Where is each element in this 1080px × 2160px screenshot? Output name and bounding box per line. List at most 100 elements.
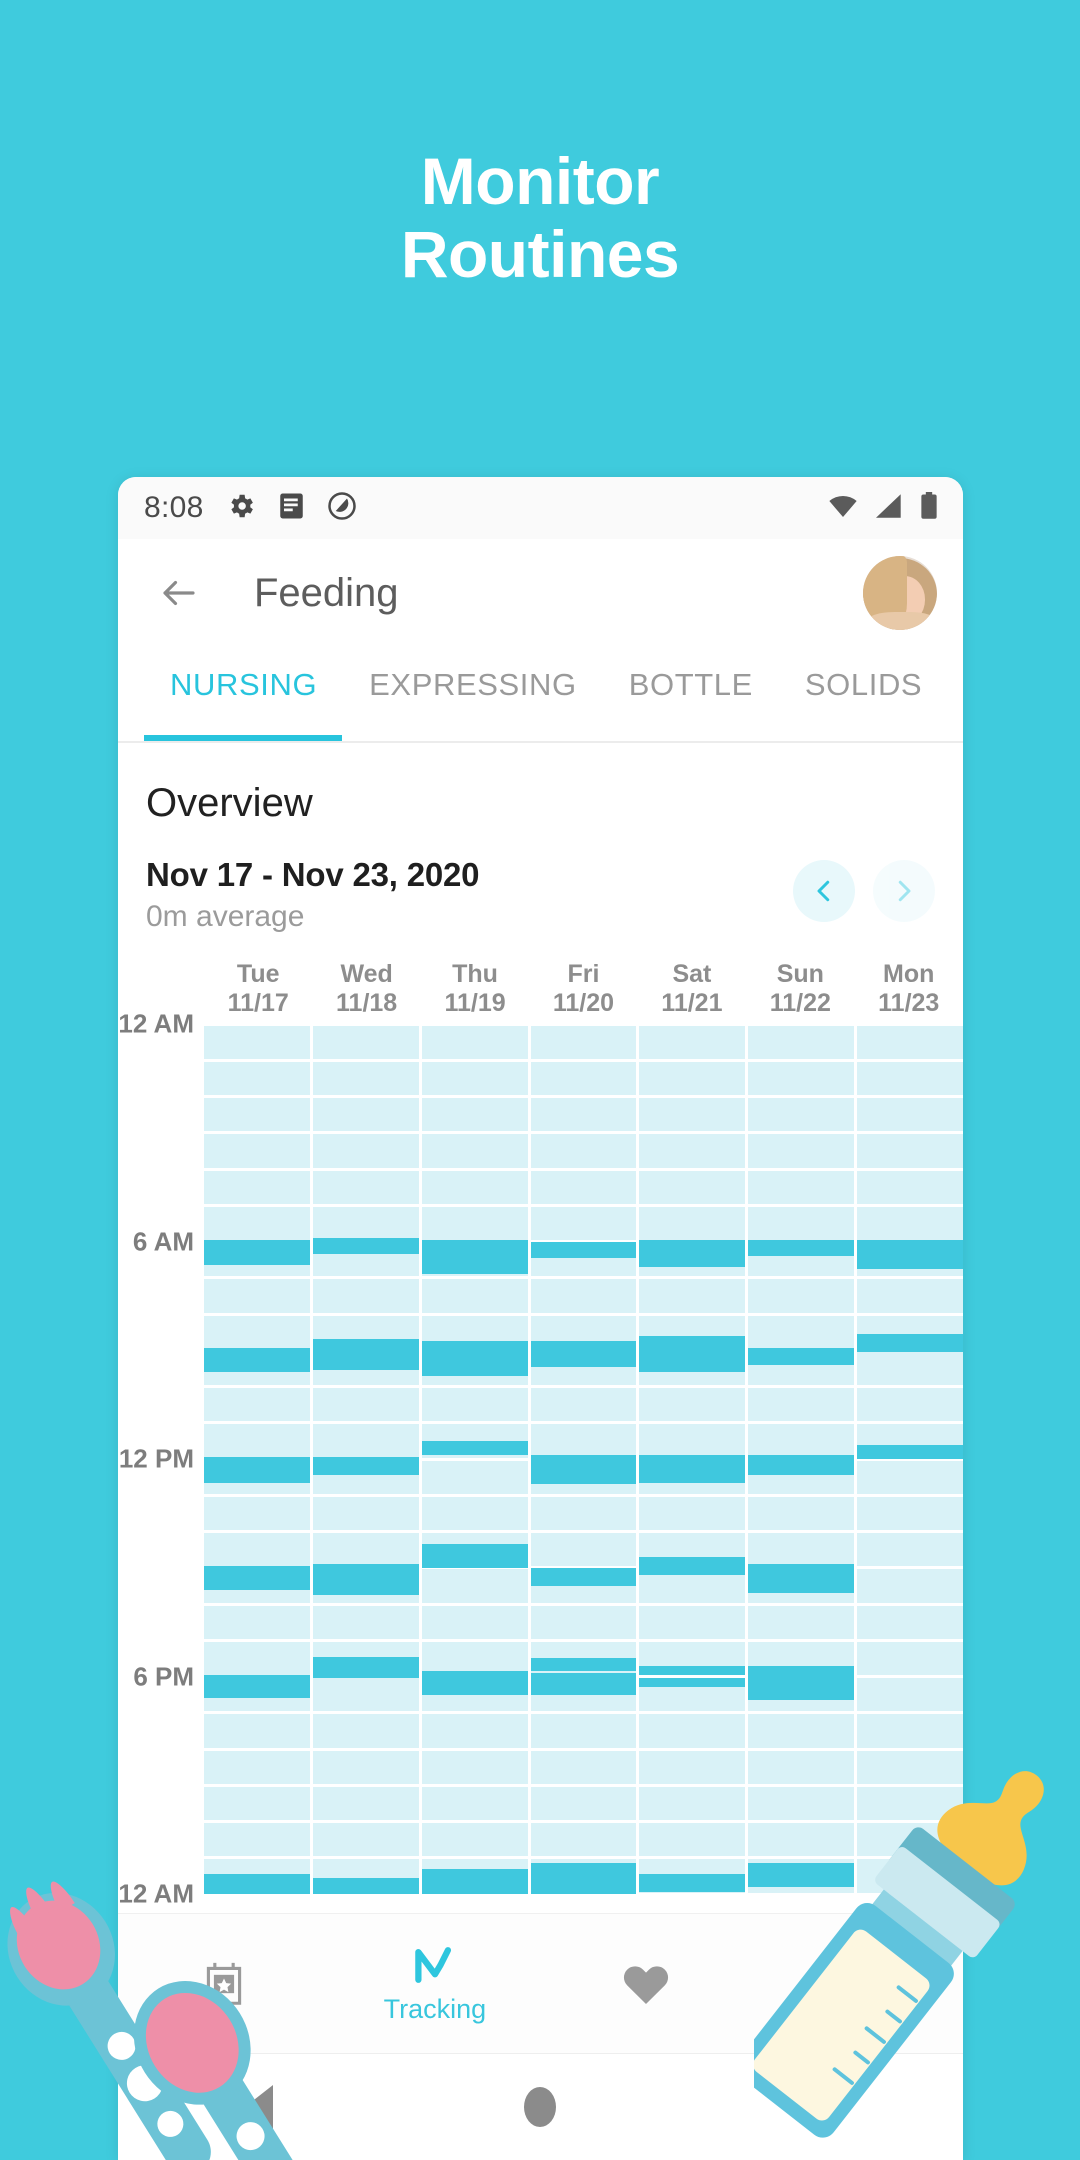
chart-event-block[interactable] [857,1444,963,1459]
chart-event-block[interactable] [204,1457,310,1483]
nav-item-tracking[interactable]: Tracking [329,1942,540,2025]
chart-hour-cell [421,1098,528,1132]
chart-hour-cell [639,1786,746,1820]
chart-event-block[interactable] [857,1239,963,1269]
tab-expressing[interactable]: EXPRESSING [369,667,577,702]
chart-hour-cell [748,1605,855,1639]
chart-event-block[interactable] [312,1339,419,1371]
chart-event-block[interactable] [530,1863,637,1894]
chart-event-block[interactable] [530,1672,637,1695]
nav-item-calendar[interactable] [118,1960,329,2008]
chart-event-block[interactable] [639,1874,746,1893]
android-back-button[interactable] [199,2054,319,2160]
chart-event-block[interactable] [204,1239,310,1266]
chart-day-column[interactable] [204,1024,310,1894]
chart-event-block[interactable] [748,1665,855,1675]
chart-event-block[interactable] [204,1874,310,1894]
chart-event-block[interactable] [639,1678,746,1688]
chart-hour-cell [530,1388,637,1422]
tab-bottle[interactable]: BOTTLE [628,667,753,702]
chart-event-block[interactable] [748,1455,855,1476]
chart-event-block[interactable] [312,1457,419,1476]
chart-event-block[interactable] [421,1544,528,1568]
chart-hour-cell [421,1823,528,1857]
tab-nursing[interactable]: NURSING [170,667,318,702]
chart-hour-cell [748,1170,855,1204]
chart-event-block[interactable] [639,1239,746,1267]
chart-event-block[interactable] [530,1567,637,1586]
chart-event-block[interactable] [639,1556,746,1575]
chart-event-block[interactable] [748,1564,855,1594]
chart-day-column[interactable] [421,1024,528,1894]
chart-event-block[interactable] [857,1333,963,1353]
chart-day-column[interactable] [857,1024,963,1894]
chart-day-column[interactable] [748,1024,855,1894]
chart-hour-cell [857,1533,963,1567]
chart-event-block[interactable] [421,1868,528,1894]
chart-event-block[interactable] [421,1341,528,1376]
phone-screen: 8:08 F [118,477,963,2160]
chart-event-block[interactable] [312,1564,419,1595]
gear-icon [226,491,256,526]
chart-event-block[interactable] [639,1455,746,1483]
chart-day-header: Sat 11/21 [638,960,746,1018]
bottom-navigation[interactable]: Tracking [118,1913,963,2053]
android-home-button[interactable] [480,2054,600,2160]
chart-hour-cell [530,1424,637,1458]
chart-event-block[interactable] [530,1455,637,1485]
chart-day-column[interactable] [312,1024,419,1894]
chart-hour-cell [312,1605,419,1639]
chart-event-block[interactable] [312,1237,419,1255]
chart-hour-cell [530,1714,637,1748]
chart-hour-cell [204,1206,310,1240]
chart-event-block[interactable] [530,1341,637,1367]
chart-event-block[interactable] [748,1863,855,1887]
chart-event-block[interactable] [204,1348,310,1372]
chart-hour-cell [312,1098,419,1132]
tab-solids[interactable]: SOLIDS [804,667,923,702]
chart-hour-cell [530,1533,637,1567]
chart-event-block[interactable] [421,1440,528,1456]
chart-event-block[interactable] [748,1674,855,1701]
nav-item-timer[interactable] [752,1960,963,2008]
chart-hour-cell [639,1206,746,1240]
page-title: Monitor Routines [0,145,1080,290]
chart-hour-cell [421,1279,528,1313]
chart-event-block[interactable] [748,1348,855,1365]
chart-hour-cell [312,1279,419,1313]
tracking-chart-icon [415,1947,451,1983]
tab-bar[interactable]: NURSING EXPRESSING BOTTLE SOLIDS S [118,647,963,743]
chart-event-block[interactable] [204,1565,310,1590]
status-bar-time: 8:08 [144,491,204,524]
chart-hour-cell [639,1279,746,1313]
next-week-button[interactable] [873,860,935,922]
previous-week-button[interactable] [793,860,855,922]
android-recents-button[interactable] [762,2054,882,2160]
android-navigation-bar[interactable] [118,2053,963,2160]
chart-event-block[interactable] [312,1656,419,1679]
chart-hour-cell [639,1496,746,1530]
chart-event-block[interactable] [748,1239,855,1256]
chart-hour-cell [857,1641,963,1675]
chart-hour-cell [204,1605,310,1639]
chart-event-block[interactable] [312,1877,419,1894]
chart-hour-tick: 12 PM [118,1443,194,1474]
nav-item-favorites[interactable] [541,1960,752,2008]
chart-event-block[interactable] [639,1335,746,1372]
back-button[interactable] [144,558,214,628]
tab-s-truncated[interactable]: S [948,647,963,723]
chart-day-column[interactable] [530,1024,637,1894]
chart-day-date: 11/21 [661,989,723,1017]
chart-hour-cell [421,1605,528,1639]
chart-event-block[interactable] [639,1665,746,1675]
chart-hour-cell [857,1786,963,1820]
avatar[interactable] [863,556,937,630]
chart-event-block[interactable] [421,1671,528,1695]
chart-hour-cell [639,1025,746,1059]
chart-day-column[interactable] [639,1024,746,1894]
chart-event-block[interactable] [530,1658,637,1672]
chart-event-block[interactable] [204,1674,310,1699]
chart-day-date: 11/22 [769,989,831,1017]
chart-event-block[interactable] [421,1239,528,1275]
chart-event-block[interactable] [530,1241,637,1258]
